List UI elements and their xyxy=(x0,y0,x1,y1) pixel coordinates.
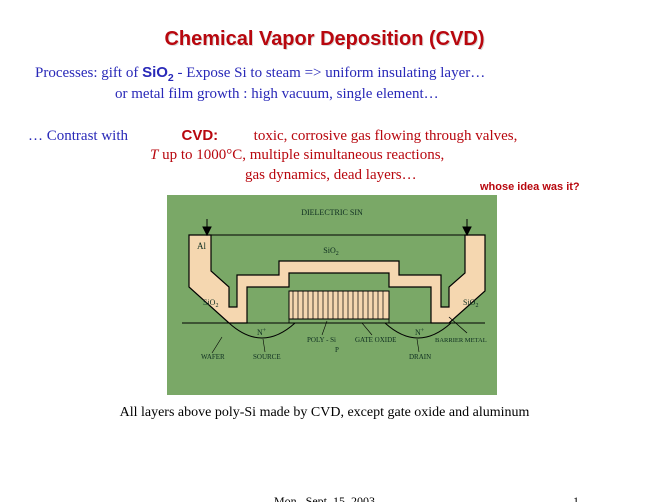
diagram-caption: All layers above poly-Si made by CVD, ex… xyxy=(0,405,649,421)
label-source: SOURCE xyxy=(253,353,281,361)
label-dielectric: DIELECTRIC SIN xyxy=(301,208,363,217)
body-line-1: Processes: gift of SiO2 - Expose Si to s… xyxy=(35,64,485,84)
l1-sio2: SiO2 xyxy=(142,64,174,81)
l3-c: toxic, corrosive gas flowing through val… xyxy=(254,128,518,144)
label-poly: POLY - Si xyxy=(307,336,336,344)
body-line-3: … Contrast with CVD: toxic, corrosive ga… xyxy=(28,127,517,145)
body-line-4: T up to 1000°C, multiple simultaneous re… xyxy=(150,147,444,164)
l3-cvd: CVD: xyxy=(182,127,219,144)
label-al: Al xyxy=(197,241,206,251)
label-wafer: WAFER xyxy=(201,353,225,361)
label-drain: DRAIN xyxy=(409,353,431,361)
label-gate: GATE OXIDE xyxy=(355,336,396,344)
label-p: P xyxy=(335,346,339,354)
tagline: whose idea was it? xyxy=(480,181,580,193)
cvd-cross-section-diagram: DIELECTRIC SIN Al SiO2 SiO2 SiO2 N+ N+ P… xyxy=(167,195,497,395)
l4-b: up to 1000°C, multiple simultaneous reac… xyxy=(158,147,444,163)
footer-date: Mon., Sept. 15, 2003 xyxy=(274,494,375,502)
body-line-2: or metal film growth : high vacuum, sing… xyxy=(115,86,439,103)
body-line-5: gas dynamics, dead layers… xyxy=(245,167,417,184)
footer-page-number: 1 xyxy=(573,494,579,502)
slide-title: Chemical Vapor Deposition (CVD) xyxy=(0,28,649,51)
l3-a: … Contrast with xyxy=(28,128,128,144)
l1-c: - Expose Si to steam => uniform insulati… xyxy=(174,65,485,81)
l1-a: Processes: gift of xyxy=(35,65,142,81)
label-barrier: BARRIER METAL xyxy=(435,337,487,344)
